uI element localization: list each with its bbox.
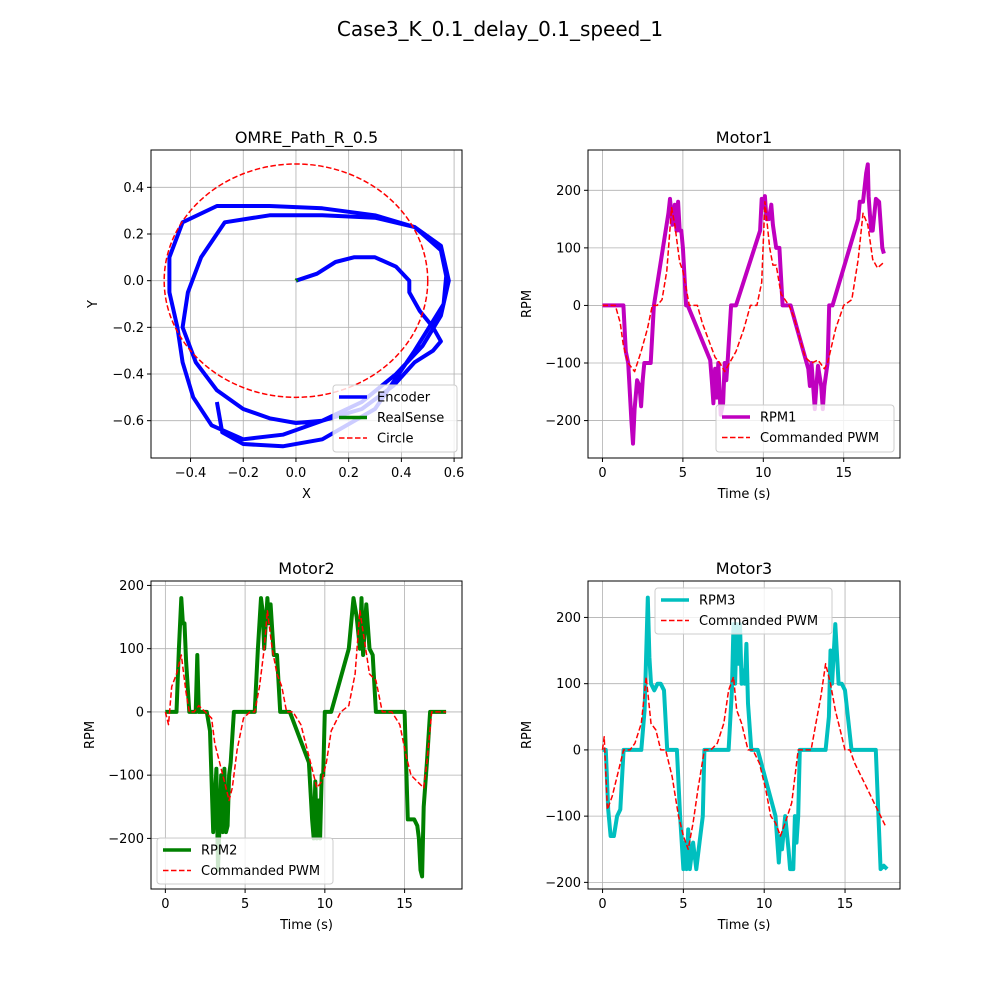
y-tick-label: 100: [119, 642, 144, 657]
legend: RPM2 Commanded PWM: [156, 837, 334, 885]
x-tick-label: 10: [755, 466, 772, 481]
plot-title: OMRE_Path_R_0.5: [235, 128, 378, 148]
y-axis-label: RPM: [520, 290, 535, 318]
x-tick-label: 0: [598, 466, 606, 481]
x-axis-label: Time (s): [717, 487, 771, 502]
x-tick-label: 15: [837, 897, 854, 912]
legend-label: Commanded PWM: [699, 614, 818, 629]
motor2-plot: 0 5 10 15 −200 −100 0 100 200 Motor2 Time (s) RPM RP…: [83, 559, 463, 933]
commanded-pwm-series: [602, 201, 885, 373]
y-tick-label: 0.2: [123, 228, 144, 243]
axes-frame: [587, 149, 901, 459]
x-tick-label: 10: [317, 897, 334, 912]
x-tick-label: −0.2: [227, 466, 259, 481]
y-tick-label: −0.6: [112, 414, 144, 429]
legend-label: RPM1: [760, 411, 796, 426]
y-axis-label: Y: [86, 300, 101, 309]
legend: Encoder RealSense Circle: [332, 384, 458, 453]
x-tick-label: 15: [835, 466, 852, 481]
legend-label: RPM3: [699, 594, 735, 609]
encoder-series: [167, 204, 451, 449]
axes-frame: [150, 149, 463, 459]
legend: RPM3 Commanded PWM: [654, 587, 833, 635]
x-tick-label: 10: [756, 897, 773, 912]
legend-label: Commanded PWM: [201, 864, 320, 879]
legend-label: RPM2: [201, 844, 237, 859]
x-tick-label: 5: [679, 466, 687, 481]
y-tick-label: −100: [545, 810, 581, 825]
y-tick-label: 200: [556, 611, 581, 626]
x-tick-label: 0.0: [286, 466, 307, 481]
y-tick-label: 100: [556, 241, 581, 256]
figure-title: Case3_K_0.1_delay_0.1_speed_1: [337, 17, 663, 41]
y-tick-label: −200: [108, 832, 144, 847]
y-tick-label: −0.4: [112, 368, 144, 383]
legend-box: [715, 404, 895, 453]
y-tick-label: 0: [573, 743, 581, 758]
x-tick-label: 15: [396, 897, 413, 912]
y-tick-label: 200: [119, 579, 144, 594]
legend-label: RealSense: [377, 411, 444, 426]
x-axis-label: X: [302, 487, 311, 502]
y-tick-label: 100: [556, 677, 581, 692]
x-axis-label: Time (s): [717, 918, 771, 933]
legend-label: Encoder: [377, 391, 431, 406]
y-tick-label: 200: [556, 184, 581, 199]
axes-frame: [150, 580, 463, 890]
x-tick-label: 0.6: [444, 466, 465, 481]
y-tick-label: −0.2: [112, 321, 144, 336]
circle-series: [163, 163, 429, 399]
motor1-plot: 0 5 10 15 −200 −100 0 100 200 Motor1 Time (s) RPM RP…: [520, 128, 901, 502]
plot-title: Motor1: [716, 128, 772, 147]
path-plot: −0.4 −0.2 0.0 0.2 0.4 0.6 −0.6 −0.4 −0.2 0.0 0.2 0.…: [86, 128, 464, 502]
plot-title: Motor3: [716, 559, 772, 578]
x-axis-label: Time (s): [279, 918, 333, 933]
realsense-series: [294, 278, 299, 283]
y-tick-label: 0.4: [123, 181, 144, 196]
rpm1-series: [602, 162, 886, 446]
y-tick-label: 0.0: [123, 274, 144, 289]
commanded-pwm-series: [164, 609, 447, 802]
legend-label: Circle: [377, 432, 414, 447]
y-tick-label: −100: [108, 769, 144, 784]
y-tick-label: −200: [545, 876, 581, 891]
x-tick-label: 0.4: [391, 466, 412, 481]
rpm3-series: [602, 595, 889, 872]
legend: RPM1 Commanded PWM: [715, 404, 895, 453]
y-axis-label: RPM: [83, 721, 98, 749]
y-axis-label: RPM: [520, 721, 535, 749]
motor3-plot: 0 5 10 15 −200 −100 0 100 200 Motor3 Time (s) RPM RP…: [520, 559, 901, 933]
x-tick-label: 5: [241, 897, 249, 912]
x-tick-label: 0: [598, 897, 606, 912]
y-tick-label: −200: [545, 414, 581, 429]
legend-box: [156, 837, 334, 885]
x-tick-label: 0: [161, 897, 169, 912]
x-tick-label: 0.2: [338, 466, 359, 481]
legend-box: [332, 384, 458, 453]
y-tick-label: 0: [573, 299, 581, 314]
y-tick-label: 0: [136, 705, 144, 720]
x-tick-label: 5: [679, 897, 687, 912]
y-tick-label: −100: [545, 357, 581, 372]
plot-title: Motor2: [278, 559, 334, 578]
axes-frame: [587, 580, 901, 890]
x-tick-label: −0.4: [175, 466, 207, 481]
legend-box: [654, 587, 833, 635]
legend-label: Commanded PWM: [760, 431, 879, 446]
